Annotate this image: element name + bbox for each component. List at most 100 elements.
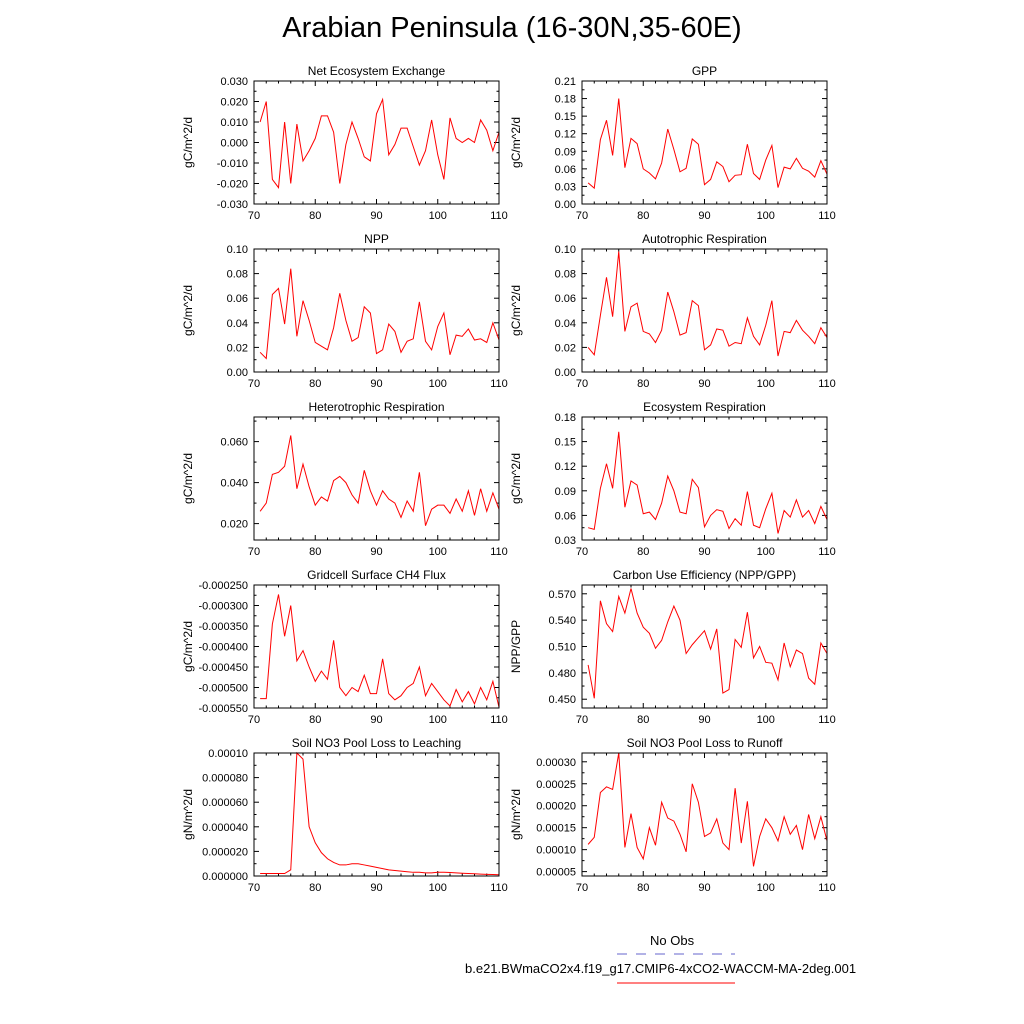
y-tick-label: 0.02	[555, 342, 576, 354]
chart-svg: Soil NO3 Pool Loss to Runoff gN/m^2/d 70 80…	[509, 736, 836, 894]
x-tick-label: 80	[637, 882, 649, 894]
y-tick-label: 0.010	[220, 117, 248, 129]
y-tick-label: 0.21	[555, 76, 576, 88]
y-tick-label: 0.00025	[536, 779, 576, 791]
y-tick-label: 0.18	[555, 94, 576, 106]
x-tick-label: 110	[490, 210, 508, 222]
chart-title: GPP	[692, 64, 717, 78]
x-tick-label: 80	[309, 378, 321, 390]
chart-svg: Autotrophic Respiration gC/m^2/d 70 80 90 100…	[509, 232, 836, 390]
y-tick-label: 0.000040	[202, 822, 248, 834]
x-tick-label: 80	[637, 714, 649, 726]
x-tick-label: 70	[576, 378, 588, 390]
series-line	[587, 98, 828, 190]
series-line	[587, 588, 828, 699]
chart-svg: Heterotrophic Respiration gC/m^2/d 70 80 90 1…	[181, 400, 508, 558]
y-tick-label: -0.000350	[198, 621, 248, 633]
x-tick-label: 70	[248, 714, 260, 726]
x-tick-label: 70	[576, 714, 588, 726]
plot-frame	[253, 248, 500, 373]
chart-panel: Net Ecosystem Exchange gC/m^2/d 70 80 90 100 1…	[181, 64, 508, 222]
y-tick-label: 0.020	[220, 519, 248, 531]
plot-frame	[253, 752, 500, 877]
y-axis-label: gC/m^2/d	[509, 117, 523, 168]
x-tick-label: 100	[757, 210, 775, 222]
y-tick-label: 0.00030	[536, 757, 576, 769]
x-tick-label: 70	[576, 546, 588, 558]
x-tick-label: 100	[429, 210, 447, 222]
series-line	[259, 435, 500, 526]
series-line	[259, 268, 500, 360]
y-tick-label: 0.060	[220, 437, 248, 449]
x-tick-label: 90	[370, 378, 382, 390]
y-tick-label: -0.010	[217, 158, 248, 170]
plot-frame	[253, 416, 500, 541]
chart-title: Heterotrophic Respiration	[308, 400, 444, 414]
y-tick-label: 0.000020	[202, 846, 248, 858]
y-tick-label: 0.570	[548, 589, 576, 601]
y-tick-label: 0.06	[227, 293, 248, 305]
y-tick-label: 0.18	[555, 412, 576, 424]
y-axis-label: NPP/GPP	[509, 620, 523, 673]
y-tick-label: 0.15	[555, 437, 576, 449]
x-tick-label: 70	[576, 210, 588, 222]
y-tick-label: -0.000400	[198, 642, 248, 654]
y-tick-label: 0.00	[555, 199, 576, 211]
chart-title: Autotrophic Respiration	[642, 232, 767, 246]
x-tick-label: 90	[698, 546, 710, 558]
x-tick-label: 100	[757, 882, 775, 894]
y-tick-label: 0.00020	[536, 801, 576, 813]
chart-svg: Soil NO3 Pool Loss to Leaching gN/m^2/d 70…	[181, 736, 508, 894]
chart-panel: Soil NO3 Pool Loss to Runoff gN/m^2/d 70 80…	[509, 736, 836, 894]
y-tick-label: 0.02	[227, 342, 248, 354]
x-tick-label: 70	[248, 210, 260, 222]
y-tick-label: 0.000000	[202, 871, 248, 883]
plot-frame	[581, 416, 828, 541]
y-tick-label: -0.000250	[198, 580, 248, 592]
x-tick-label: 80	[309, 882, 321, 894]
y-tick-label: 0.03	[555, 181, 576, 193]
x-tick-label: 110	[818, 882, 836, 894]
plot-frame	[581, 80, 828, 205]
chart-panel: Autotrophic Respiration gC/m^2/d 70 80 90 100…	[509, 232, 836, 390]
y-tick-label: 0.04	[227, 318, 248, 330]
x-tick-label: 100	[757, 546, 775, 558]
y-tick-label: 0.09	[555, 146, 576, 158]
y-axis-label: gN/m^2/d	[181, 789, 195, 840]
y-tick-label: -0.020	[217, 179, 248, 191]
x-tick-label: 70	[248, 378, 260, 390]
x-tick-label: 90	[370, 882, 382, 894]
chart-panel: Gridcell Surface CH4 Flux gC/m^2/d 70 80 90 1…	[181, 568, 508, 726]
x-tick-label: 110	[490, 378, 508, 390]
y-tick-label: 0.000060	[202, 797, 248, 809]
x-tick-label: 100	[757, 378, 775, 390]
series-line	[588, 431, 828, 534]
y-tick-label: 0.10	[555, 244, 576, 256]
x-tick-label: 110	[490, 714, 508, 726]
y-axis-label: gN/m^2/d	[509, 789, 523, 840]
chart-svg: Net Ecosystem Exchange gC/m^2/d 70 80 90 100 1…	[181, 64, 508, 222]
y-axis-label: gC/m^2/d	[509, 453, 523, 504]
series-line	[260, 594, 500, 708]
chart-title: Soil NO3 Pool Loss to Runoff	[627, 736, 784, 750]
y-tick-label: 0.00015	[536, 823, 576, 835]
y-tick-label: 0.000080	[202, 773, 248, 785]
series-line	[259, 97, 500, 189]
legend-model-label: b.e21.BWmaCO2x4.f19_g17.CMIP6-4xCO2-WACC…	[465, 961, 857, 976]
x-tick-label: 70	[248, 882, 260, 894]
y-tick-label: 0.000	[220, 138, 248, 150]
chart-panel: Carbon Use Efficiency (NPP/GPP) NPP/GPP 70…	[509, 568, 836, 726]
chart-title: Gridcell Surface CH4 Flux	[307, 568, 446, 582]
legend-obs-label: No Obs	[650, 933, 695, 948]
x-tick-label: 80	[309, 546, 321, 558]
chart-svg: GPP gC/m^2/d 70 80 90 100 110 0.00 0.03 0.06 0.09 0…	[509, 64, 836, 222]
y-tick-label: -0.000550	[198, 703, 248, 715]
y-axis-label: gC/m^2/d	[509, 285, 523, 336]
y-tick-label: -0.000300	[198, 601, 248, 613]
plot-frame	[581, 248, 828, 373]
y-tick-label: -0.030	[217, 199, 248, 211]
y-tick-label: 0.04	[555, 318, 576, 330]
chart-svg: NPP gC/m^2/d 70 80 90 100 110 0.00 0.02 0.04 0.06 0…	[181, 232, 508, 390]
x-tick-label: 80	[309, 714, 321, 726]
chart-panel: Heterotrophic Respiration gC/m^2/d 70 80 90 1…	[181, 400, 508, 558]
